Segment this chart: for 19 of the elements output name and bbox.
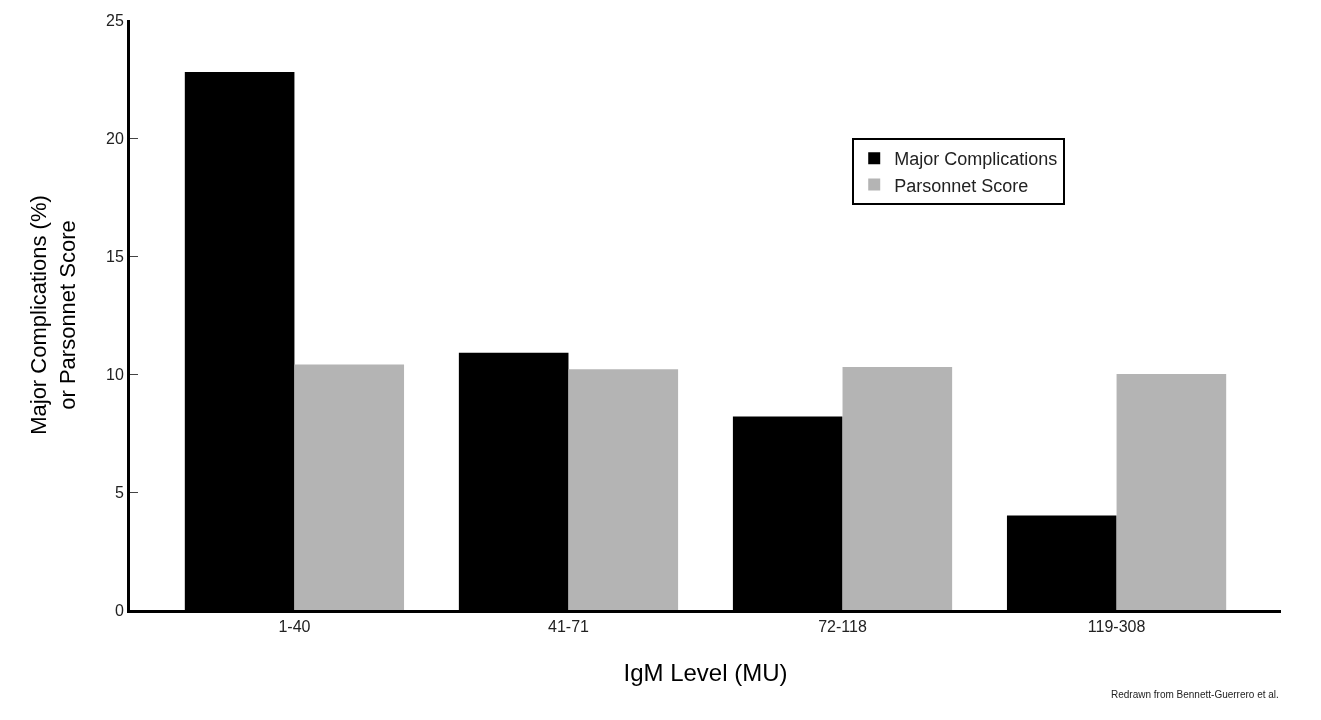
bar xyxy=(294,364,405,610)
y-tick-label: 5 xyxy=(114,483,124,501)
y-tick-label: 15 xyxy=(106,247,124,265)
bar xyxy=(1116,374,1227,610)
bar xyxy=(842,366,953,610)
y-tick-label: 20 xyxy=(106,129,124,147)
bar xyxy=(568,369,679,610)
x-tick-label: 1-40 xyxy=(278,618,311,636)
y-tick-label: 25 xyxy=(106,11,124,29)
y-axis-title: Major Complications (%) or Parsonnet Score xyxy=(26,195,80,435)
legend-label: Major Complications xyxy=(894,149,1058,170)
x-axis-title: IgM Level (MU) xyxy=(623,658,788,686)
y-tick-label: 10 xyxy=(106,365,124,383)
legend-label: Parsonnet Score xyxy=(894,175,1029,196)
text: Redrawn from Bennett-Guerrero et al. xyxy=(1111,689,1279,700)
x-tick-label: 41-71 xyxy=(548,618,590,636)
x-tick-label: 119-308 xyxy=(1087,618,1146,636)
x-tick-label: 72-118 xyxy=(818,618,867,636)
y-tick-label: 0 xyxy=(114,601,124,619)
